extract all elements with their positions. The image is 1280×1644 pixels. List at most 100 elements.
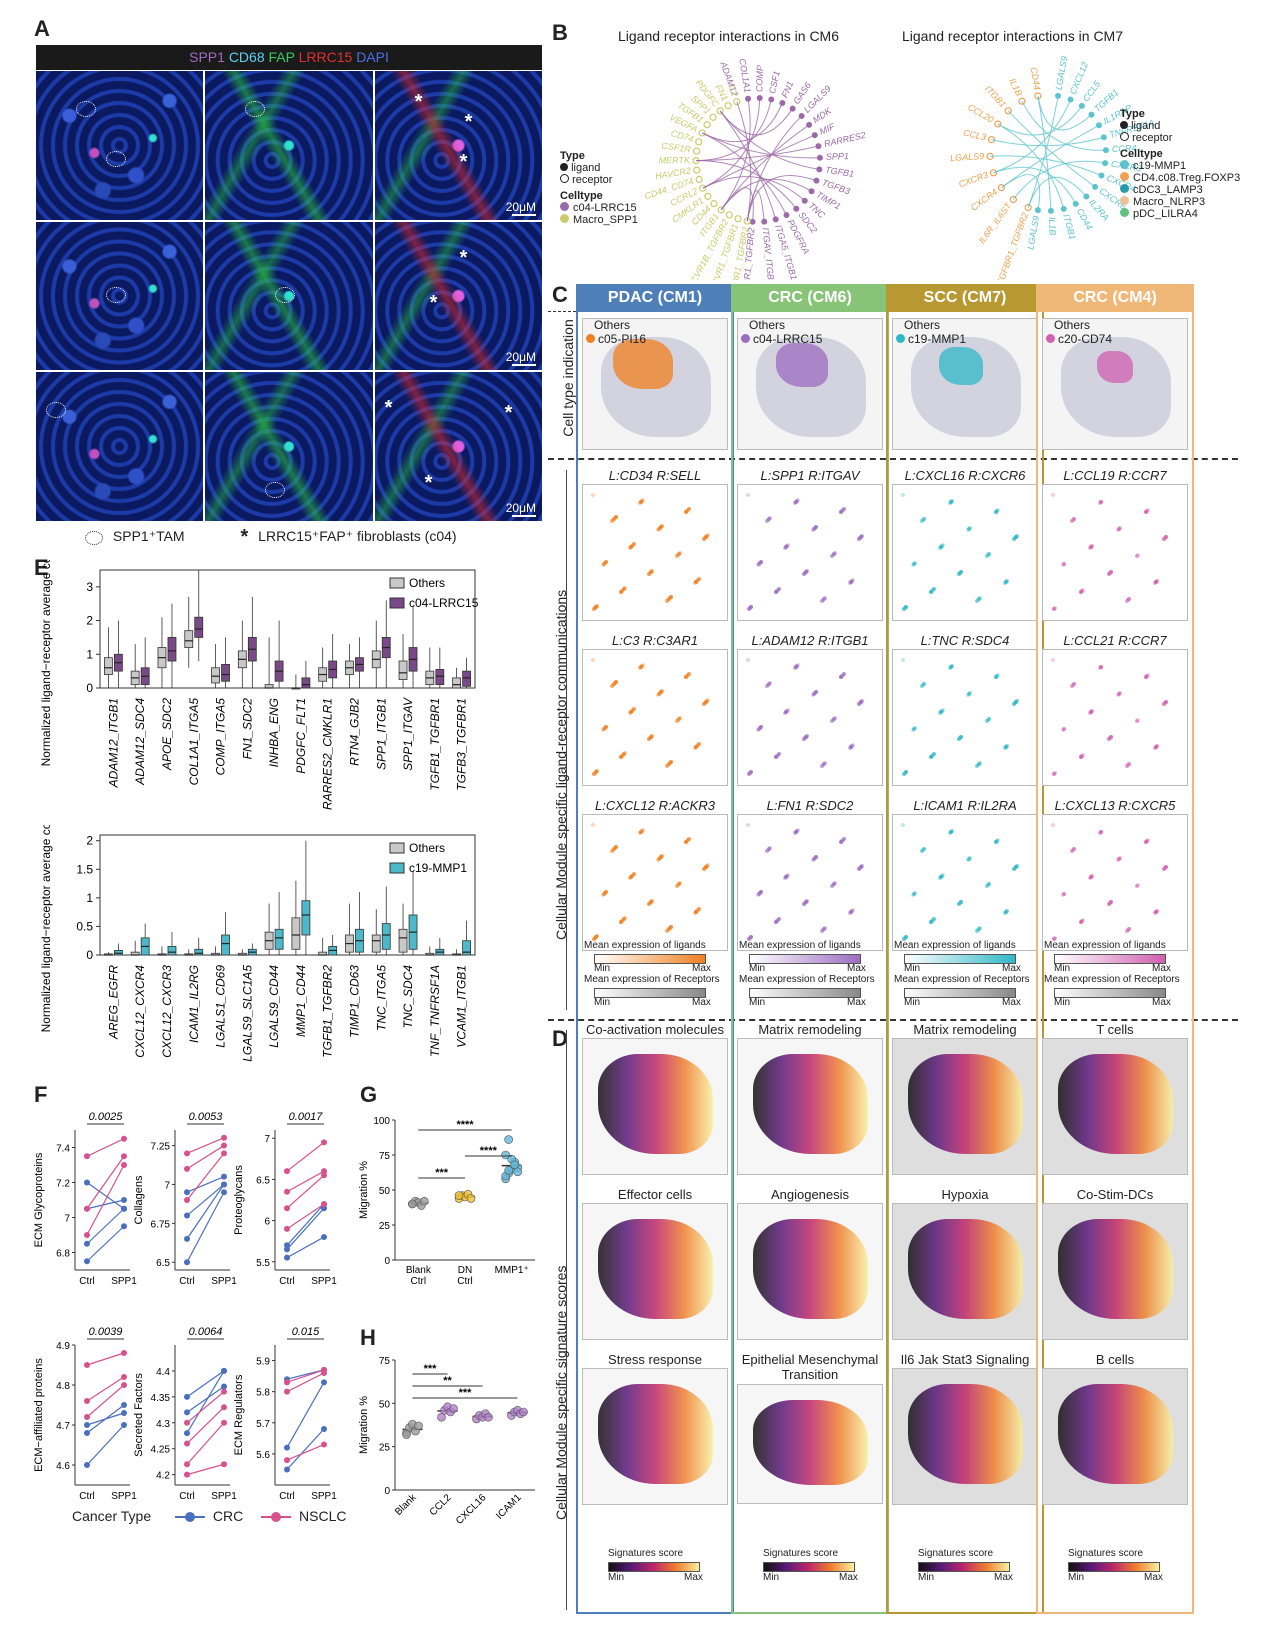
pair-line [286, 1428, 325, 1470]
category-label: MMP1_CD44 [294, 965, 308, 1037]
pair-line [86, 1225, 125, 1262]
pair-line [286, 1174, 325, 1209]
point [284, 1242, 290, 1249]
spot [940, 544, 944, 548]
legend-fibroblasts: LRRC15⁺FAP⁺ fibroblasts (c04) [258, 528, 457, 545]
signature-plot [737, 1384, 883, 1504]
spot [1012, 867, 1016, 871]
spot [641, 663, 645, 667]
spot [823, 761, 827, 765]
point [184, 1212, 190, 1219]
legend-label: c19-MMP1 [409, 861, 467, 875]
pair-line [86, 1155, 125, 1210]
spot [913, 561, 917, 565]
spot [667, 927, 671, 931]
spot [759, 890, 763, 894]
spot [1164, 535, 1168, 539]
node-label: CXCR3 [957, 170, 989, 190]
y-tick-label: 4.4 [156, 1367, 170, 1378]
y-axis-label: Normalized ligand−receptor average co−ex… [39, 825, 53, 1032]
point [284, 1379, 290, 1386]
spot [796, 828, 800, 832]
spot [777, 587, 781, 591]
spot [620, 589, 624, 593]
spot [902, 607, 906, 611]
spot [623, 751, 627, 755]
spot [968, 526, 972, 530]
spot [702, 537, 706, 541]
spot [786, 708, 790, 712]
y-axis-label: Secreted Factors [133, 1373, 145, 1457]
spot [913, 726, 917, 730]
spot [665, 929, 669, 933]
y-axis-label: ECM−affiliated proteins [33, 1358, 45, 1472]
spot [746, 658, 750, 662]
node [710, 200, 718, 208]
lr-pair-title: L:TNC R:SDC4 [920, 633, 1010, 648]
spot [1117, 692, 1121, 696]
spot [641, 828, 645, 832]
point [121, 1205, 127, 1212]
spot [1109, 900, 1113, 904]
point [184, 1150, 190, 1157]
point [221, 1173, 227, 1180]
micrograph-r1-c3: * * * 20μM [374, 71, 542, 220]
edge [1001, 174, 1041, 211]
min-label: Min [763, 1572, 780, 1583]
panel-d-label: D [552, 1026, 568, 1051]
spot [850, 744, 854, 748]
y-tick-label: 1 [86, 647, 93, 661]
spot [941, 543, 945, 547]
category-label: MMP1⁺ [495, 1265, 529, 1276]
node-label: ITGAV_ITGB1 [761, 227, 777, 280]
spot [595, 604, 599, 608]
spot [757, 727, 761, 731]
spot [1162, 867, 1166, 871]
spot [1090, 709, 1094, 713]
x-tick-label: Ctrl [279, 1276, 295, 1287]
sig-stars: ** [443, 1375, 452, 1387]
spot [1107, 737, 1111, 741]
spot [610, 684, 614, 688]
point [84, 1153, 90, 1160]
cm6-celltype-list: c04-LRRC15 Macro_SPP1 [560, 202, 638, 226]
spot [620, 919, 624, 923]
y-tick-label: 6.8 [56, 1249, 70, 1260]
pair-line [186, 1463, 225, 1476]
max-label: Max [994, 1572, 1013, 1583]
edge [720, 187, 754, 222]
spot [1155, 579, 1159, 583]
spot [932, 917, 936, 921]
spot [967, 857, 971, 861]
x-tick-label: SPP1 [311, 1491, 337, 1502]
node [1047, 207, 1054, 214]
x-tick-label: SPP1 [211, 1276, 237, 1287]
data-point [504, 1135, 513, 1144]
node-label: MERTK [659, 155, 691, 165]
spot [610, 519, 614, 523]
panel-f-charts: 6.8 7 7.2 7.4 ECM Glycoproteins Ctrl SPP1 0.002… [33, 1111, 337, 1502]
node-label: CD44 [1075, 207, 1095, 232]
point [221, 1461, 227, 1468]
signature-title: Il6 Jak Stat3 Signaling [900, 1352, 1030, 1367]
spot [675, 719, 679, 723]
box [381, 923, 391, 950]
spot [1117, 527, 1121, 531]
category-label: LGALS9_SLC1A5 [240, 965, 254, 1062]
y-tick-label: 7 [64, 1214, 70, 1225]
point [321, 1172, 327, 1179]
celltype-name: c19-MMP1 [1133, 160, 1187, 172]
point [121, 1223, 127, 1230]
pair-line [86, 1376, 125, 1402]
data-point [454, 1191, 464, 1200]
pair-line [86, 1208, 125, 1245]
x-tick-label: SPP1 [311, 1276, 337, 1287]
node [695, 175, 703, 184]
spot [830, 554, 834, 558]
spot [901, 823, 905, 827]
box [103, 657, 113, 675]
lr-pair-title: L:SPP1 R:ITGAV [760, 468, 860, 483]
spot [1127, 597, 1131, 601]
node [783, 212, 790, 219]
legend-crc: CRC [212, 1508, 244, 1524]
